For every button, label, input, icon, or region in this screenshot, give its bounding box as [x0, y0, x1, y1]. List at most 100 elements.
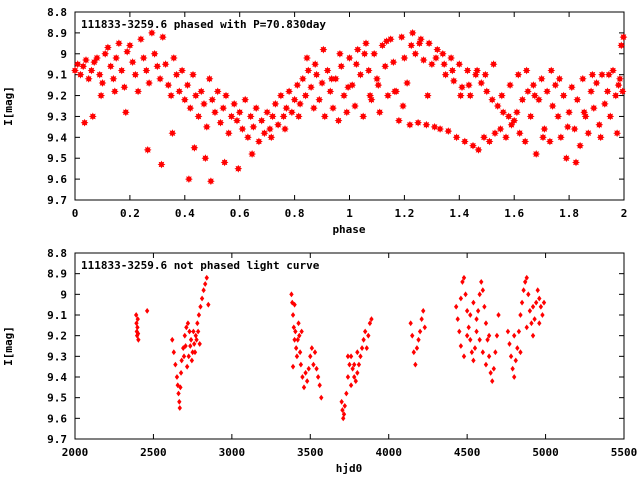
data-point [76, 70, 85, 79]
data-point [539, 133, 547, 142]
tick-group: 0 0.2 0.4 0.6 0.8 1 1.2 1.4 1.6 1.8 2 8.8 8.9 9 9.1 9.2… [47, 6, 627, 220]
data-point [530, 303, 536, 310]
data-point [248, 150, 257, 158]
data-point [440, 60, 449, 69]
x-tick-label: 4500 [454, 446, 481, 459]
data-point [526, 112, 535, 121]
data-point [290, 312, 296, 318]
data-point [121, 108, 130, 117]
data-point [170, 336, 175, 343]
data-point [567, 83, 576, 92]
data-point [246, 112, 255, 121]
data-point [98, 79, 107, 87]
data-point [319, 394, 324, 401]
data-point [171, 349, 176, 356]
data-point [488, 95, 497, 104]
data-point [169, 54, 178, 62]
data-point [205, 74, 214, 83]
data-point [233, 116, 241, 125]
data-point [472, 345, 478, 351]
data-point [101, 49, 110, 58]
data-point [463, 66, 472, 75]
data-point [290, 95, 299, 104]
data-point [353, 45, 362, 54]
data-point [352, 361, 357, 368]
data-point [448, 66, 457, 75]
y-tick-label: 9.3 [47, 110, 67, 123]
data-point [421, 307, 426, 314]
data-point [317, 382, 322, 389]
data-point [563, 123, 572, 131]
x-tick-label: 1.8 [559, 207, 579, 220]
data-point [481, 70, 490, 79]
x-tick-label: 2 [621, 207, 628, 220]
data-point [524, 274, 529, 281]
data-point [543, 87, 551, 96]
data-point [419, 56, 428, 64]
data-point [554, 112, 562, 121]
data-point [311, 60, 320, 69]
data-point [135, 316, 140, 323]
data-point [93, 54, 101, 62]
data-point [244, 133, 252, 142]
data-point [480, 133, 488, 142]
y-tick-label: 9.7 [47, 433, 67, 446]
data-point [493, 102, 502, 110]
data-point [411, 349, 416, 356]
data-point [185, 320, 191, 327]
data-point [345, 353, 351, 360]
data-point [488, 369, 493, 376]
data-point [555, 74, 564, 83]
data-point [192, 341, 197, 347]
data-point [285, 87, 293, 96]
data-point [399, 102, 407, 110]
data-point [298, 74, 307, 83]
data-point [355, 349, 360, 356]
data-point [504, 112, 513, 121]
data-point [191, 328, 196, 335]
data-point [400, 54, 409, 62]
data-point [496, 312, 501, 318]
data-point [219, 104, 228, 112]
data-point [79, 62, 88, 71]
data-point [293, 345, 299, 351]
x-axis-title: hjd0 [336, 462, 363, 475]
data-point [512, 332, 517, 339]
tick-group: 2000 2500 3000 3500 4000 4500 5000 5500 8.8 8.9 9 9… [47, 247, 637, 459]
data-point [381, 62, 390, 71]
data-point [289, 291, 294, 298]
data-point [291, 324, 296, 331]
data-point [524, 87, 532, 96]
data-point [106, 62, 115, 71]
data-point [192, 349, 198, 356]
data-point [348, 353, 354, 360]
data-point [606, 112, 615, 121]
data-point [188, 343, 193, 349]
data-point [518, 312, 523, 318]
data-point [359, 345, 365, 351]
data-point [234, 164, 243, 173]
data-point [164, 81, 173, 89]
data-point [397, 33, 406, 42]
data-point [187, 328, 192, 335]
data-point [329, 104, 337, 112]
data-point [408, 29, 417, 37]
data-point [281, 125, 289, 133]
data-point [455, 316, 460, 323]
data-point [494, 332, 500, 339]
data-point [395, 116, 403, 125]
data-point [521, 287, 526, 294]
data-point [241, 95, 250, 104]
data-point [297, 332, 302, 339]
data-point [449, 77, 458, 85]
data-point [267, 133, 276, 142]
data-point [576, 141, 584, 150]
data-point [465, 81, 473, 89]
data-point [540, 312, 545, 318]
data-point [441, 70, 450, 79]
data-point [199, 295, 205, 302]
data-point [104, 43, 112, 52]
data-point [413, 361, 418, 368]
data-point [522, 66, 531, 75]
